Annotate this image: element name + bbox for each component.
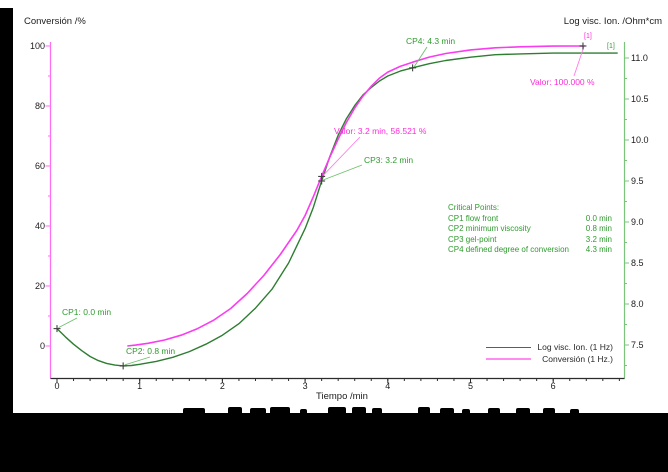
cp-description: defined degree of conversion: [465, 245, 569, 254]
left-tick-label: 100: [29, 40, 45, 51]
x-tick-label: 2: [219, 381, 225, 391]
annotation-cp1: CP1: 0.0 min: [62, 307, 112, 317]
right-axis-title: Log visc. Ion. /Ohm*cm: [563, 16, 662, 27]
annotation-leader-cp2: [124, 356, 151, 366]
left-tick-label: 40: [34, 220, 45, 231]
left-tick-label: 0: [39, 340, 45, 351]
caption-letter-top: [270, 407, 290, 413]
cp-description: gel-point: [465, 234, 497, 244]
redacted-caption-bar: [0, 413, 668, 472]
caption-letter-top: [462, 409, 470, 413]
cp-value: 4.3 min: [585, 245, 612, 254]
left-axis-title: Conversión /%: [24, 16, 86, 27]
right-tick-label: 10.5: [631, 93, 649, 104]
viscosity-line-sample: [486, 346, 531, 348]
annotation-cp4: CP4: 4.3 min: [406, 36, 456, 46]
cp-value: 0.8 min: [585, 224, 612, 233]
caption-letter-top: [250, 408, 266, 413]
cp-id: CP1: [448, 213, 466, 223]
viscosity-curve-end-ref: [1]: [607, 43, 615, 50]
right-tick-label: 10.0: [631, 134, 649, 145]
x-tick-label: 3: [302, 381, 308, 391]
critical-points-rows: CP1 flow front 0.0 min CP2 minimum viscosi…: [448, 214, 612, 256]
cp-id: CP4: [448, 245, 466, 254]
annotation-leader-cp3: [322, 164, 363, 181]
annotation-cp2: CP2: 0.8 min: [126, 346, 176, 356]
x-tick-label: 6: [550, 381, 556, 391]
left-tick-label: 60: [34, 160, 45, 171]
caption-letter-top: [516, 408, 530, 413]
cp-description: minimum viscosity: [465, 224, 531, 233]
caption-letter-top: [418, 407, 430, 413]
critical-points-box: Critical Points: CP1 flow front 0.0 min CP…: [448, 203, 612, 256]
caption-letter-top: [352, 407, 366, 413]
annotation-valor1: Valor: 3.2 min, 56.521 %: [334, 126, 427, 136]
legend-item-conversion: Conversión (1 Hz.): [486, 353, 613, 365]
left-tick-label: 80: [34, 100, 45, 111]
conversion-curve: [127, 45, 584, 347]
caption-letter-top: [440, 408, 454, 413]
caption-letter-top: [372, 408, 382, 413]
conversion-line-sample: [486, 358, 531, 360]
critical-point-row: CP3 gel-point 3.2 min: [448, 235, 612, 246]
right-tick-label: 7.5: [631, 339, 644, 350]
left-border-strip: [0, 8, 13, 472]
cp-id: CP3: [448, 234, 466, 244]
critical-points-title: Critical Points:: [448, 203, 500, 212]
cp-value: 3.2 min: [585, 234, 612, 244]
legend: Log visc. Ion. (1 Hz) Conversión (1 Hz.): [486, 341, 613, 365]
right-tick-label: 11.0: [631, 52, 648, 63]
caption-letter-top: [183, 408, 205, 413]
caption-letter-top: [543, 408, 555, 413]
right-tick-label: 9.5: [631, 175, 644, 186]
caption-letter-top: [488, 408, 500, 413]
critical-point-row: CP2 minimum viscosity 0.8 min: [448, 224, 612, 235]
cp-id: CP2: [448, 224, 466, 233]
x-tick-label: 0: [54, 381, 60, 391]
conversion-curve-end-ref: [1]: [584, 33, 592, 40]
annotation-valor2: Valor: 100.000 %: [530, 77, 595, 87]
critical-point-row: CP4 defined degree of conversion 4.3 min: [448, 245, 612, 256]
annotation-leader-cp4: [413, 46, 428, 68]
annotation-leader-valor1: [322, 136, 361, 176]
caption-letter-top: [300, 409, 307, 413]
caption-letter-top: [570, 409, 579, 413]
x-tick-label: 5: [467, 381, 473, 391]
viscosity-curve: [56, 52, 618, 367]
annotation-cp3: CP3: 3.2 min: [364, 155, 414, 165]
caption-letter-top: [228, 407, 242, 413]
right-tick-label: 8.5: [631, 257, 644, 268]
caption-letter-top: [328, 407, 346, 413]
annotation-leader-valor2: [573, 44, 585, 77]
critical-point-row: CP1 flow front 0.0 min: [448, 214, 612, 225]
legend-label-conversion: Conversión (1 Hz.): [542, 354, 613, 364]
cp-description: flow front: [465, 213, 499, 223]
right-tick-label: 8.0: [631, 298, 644, 309]
legend-item-viscosity: Log visc. Ion. (1 Hz): [486, 341, 613, 353]
annotation-leader-cp1: [58, 317, 78, 328]
x-axis-title: Tiempo /min: [316, 391, 368, 402]
x-tick-label: 4: [385, 381, 391, 391]
cp-value: 0.0 min: [585, 213, 612, 223]
legend-label-viscosity: Log visc. Ion. (1 Hz): [537, 342, 613, 352]
right-tick-label: 9.0: [631, 216, 644, 227]
left-tick-label: 20: [34, 280, 45, 291]
x-tick-label: 1: [137, 381, 143, 391]
